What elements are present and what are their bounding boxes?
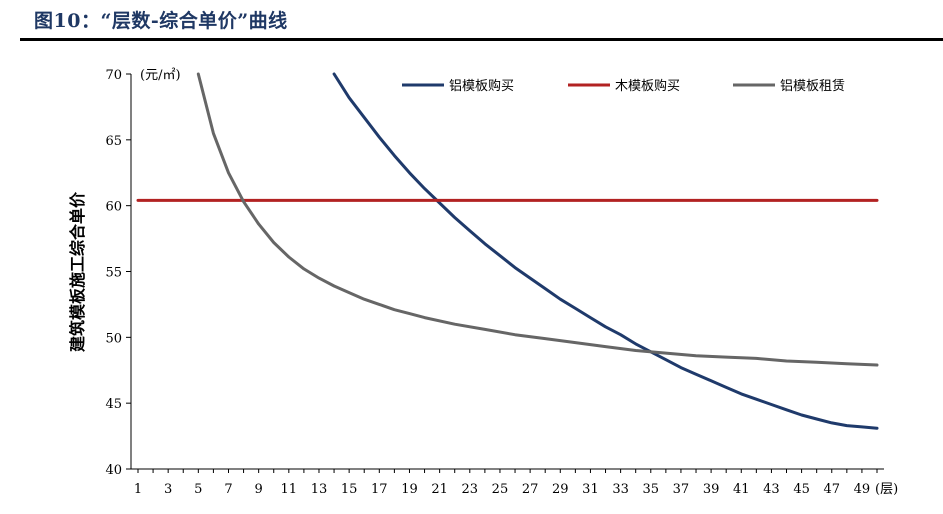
legend: 铝模板购买 木模板购买 铝模板租赁 (402, 78, 845, 94)
x-tick-label: 23 (462, 482, 479, 497)
y-unit-label: (元/㎡) (140, 68, 181, 83)
y-axis-label: 建筑模板施工综合单价 (68, 191, 87, 352)
x-tick-label: 41 (733, 482, 750, 497)
series-line-3 (196, 72, 879, 367)
y-tick-label: 55 (105, 266, 122, 281)
y-tick-label: 65 (105, 134, 122, 149)
x-unit-label: (层) (875, 482, 898, 497)
series-layer (136, 72, 879, 430)
title-divider (20, 38, 943, 41)
legend-label-1: 铝模板购买 (449, 78, 514, 94)
x-tick-label: 45 (793, 482, 810, 497)
y-tick-label: 50 (105, 331, 122, 346)
y-tick-label: 45 (105, 397, 122, 412)
x-tick-label: 35 (643, 482, 660, 497)
x-tick-label: 7 (224, 482, 232, 497)
x-tick-label: 31 (582, 482, 599, 497)
x-tick-label: 17 (371, 482, 388, 497)
figure-title: 图10：“层数-综合单价”曲线 (34, 10, 288, 32)
legend-label-3: 铝模板租赁 (780, 79, 845, 94)
x-tick-label: 33 (612, 482, 629, 497)
x-tick-label: 11 (281, 482, 298, 497)
x-tick-label: 15 (341, 482, 358, 497)
x-tick-label: 27 (522, 482, 539, 497)
y-tick-label: 60 (105, 200, 122, 215)
x-tick-label: 3 (164, 482, 172, 497)
x-tick-label: 25 (492, 482, 509, 497)
x-tick-label: 13 (311, 482, 328, 497)
y-tick-label: 40 (105, 463, 122, 478)
x-tick-label: 37 (673, 482, 690, 497)
x-tick-label: 21 (431, 482, 448, 497)
y-tick-label: 70 (105, 68, 122, 83)
x-tick-label: 29 (552, 482, 569, 497)
series-line-1 (332, 72, 879, 430)
x-tick-label: 5 (194, 482, 202, 497)
x-tick-label: 9 (255, 482, 263, 497)
x-tick-label: 19 (401, 482, 418, 497)
x-tick-label: 47 (823, 482, 840, 497)
x-tick-label: 43 (763, 482, 780, 497)
x-tick-label: 49 (854, 482, 871, 497)
legend-label-2: 木模板购买 (615, 78, 680, 94)
x-tick-label: 1 (134, 482, 142, 497)
x-tick-label: 39 (703, 482, 720, 497)
